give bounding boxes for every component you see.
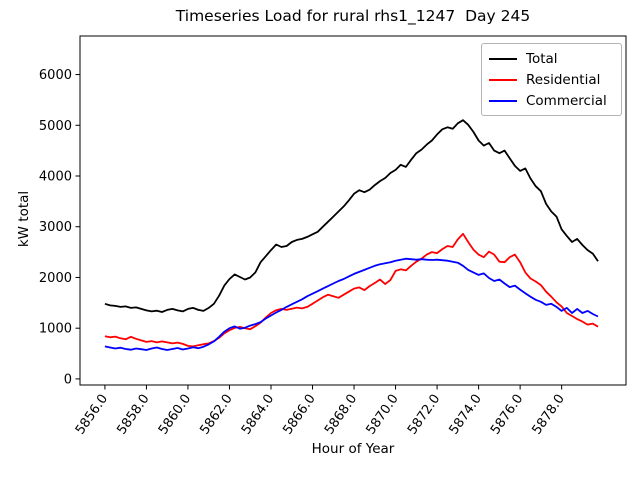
x-tick-label: 5856.0 <box>73 392 111 438</box>
legend-line-icon <box>489 57 517 60</box>
x-tick-label: 5862.0 <box>197 392 235 438</box>
x-tick-label: 5876.0 <box>488 392 526 438</box>
legend-line-icon <box>489 78 517 81</box>
y-tick-label: 5000 <box>39 119 72 134</box>
y-tick-label: 0 <box>64 372 72 387</box>
axes-frame <box>79 35 627 386</box>
legend-item-total: Total <box>489 49 613 68</box>
x-tick-label: 5864.0 <box>239 392 277 438</box>
y-tick-label: 2000 <box>39 271 72 286</box>
x-tick-label: 5872.0 <box>405 392 443 438</box>
y-tick-label: 3000 <box>39 220 72 235</box>
chart-title: Timeseries Load for rural rhs1_1247 Day … <box>175 7 531 25</box>
legend-item-commercial: Commercial <box>489 91 613 110</box>
legend-label: Total <box>526 50 558 67</box>
legend: Total Residential Commercial <box>481 43 622 116</box>
legend-label: Residential <box>526 71 601 88</box>
series-line-commercial <box>104 257 599 351</box>
x-tick-label: 5858.0 <box>114 392 152 438</box>
x-tick-label: 5860.0 <box>156 392 194 438</box>
x-tick-label: 5866.0 <box>280 392 318 438</box>
legend-label: Commercial <box>526 92 607 109</box>
y-tick-label: 4000 <box>39 170 72 185</box>
x-tick-label: 5868.0 <box>322 392 360 438</box>
legend-item-residential: Residential <box>489 70 613 89</box>
y-tick-label: 1000 <box>39 322 72 337</box>
x-tick-label: 5878.0 <box>530 392 568 438</box>
y-axis-label: kW total <box>16 190 32 248</box>
x-tick-label: 5870.0 <box>363 392 401 438</box>
y-tick-label: 6000 <box>39 68 72 83</box>
series-line-residential <box>104 232 599 348</box>
x-axis-label: Hour of Year <box>311 441 395 457</box>
legend-line-icon <box>489 99 517 102</box>
series-line-total <box>104 119 599 313</box>
x-tick-label: 5874.0 <box>446 392 484 438</box>
